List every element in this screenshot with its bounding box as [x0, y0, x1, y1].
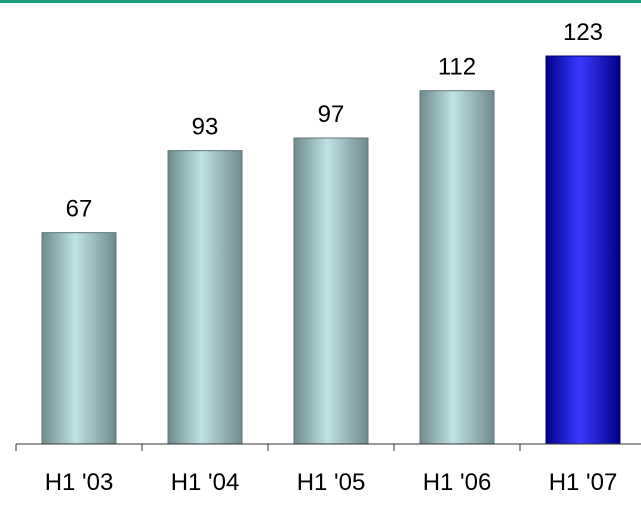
x-tick-labels: H1 '03 H1 '04 H1 '05 H1 '06 H1 '07 — [45, 469, 618, 496]
bar-5 — [546, 56, 620, 444]
data-label-3: 97 — [318, 101, 345, 128]
data-label-2: 93 — [192, 114, 219, 141]
x-axis-ticks — [16, 444, 641, 451]
top-rule — [0, 0, 641, 3]
data-label-4: 112 — [438, 54, 476, 81]
bar-1 — [42, 233, 116, 444]
x-tick-label-3: H1 '05 — [297, 469, 366, 496]
data-label-5: 123 — [563, 19, 603, 46]
x-tick-label-5: H1 '07 — [549, 469, 618, 496]
bar-4 — [420, 91, 494, 444]
bar-3 — [294, 138, 368, 444]
x-tick-label-4: H1 '06 — [423, 469, 492, 496]
x-tick-label-1: H1 '03 — [45, 469, 114, 496]
bar-2 — [168, 151, 242, 444]
x-tick-label-2: H1 '04 — [171, 469, 240, 496]
data-label-1: 67 — [66, 196, 93, 223]
